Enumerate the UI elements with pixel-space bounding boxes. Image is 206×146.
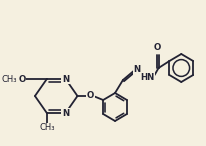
- Text: O: O: [154, 43, 161, 52]
- Text: N: N: [133, 66, 140, 74]
- Text: CH₃: CH₃: [1, 74, 17, 84]
- Text: N: N: [62, 108, 69, 118]
- Text: HN: HN: [140, 73, 155, 81]
- Text: N: N: [62, 74, 69, 84]
- Text: O: O: [87, 92, 94, 100]
- Text: O: O: [19, 74, 26, 84]
- Text: CH₃: CH₃: [39, 124, 55, 133]
